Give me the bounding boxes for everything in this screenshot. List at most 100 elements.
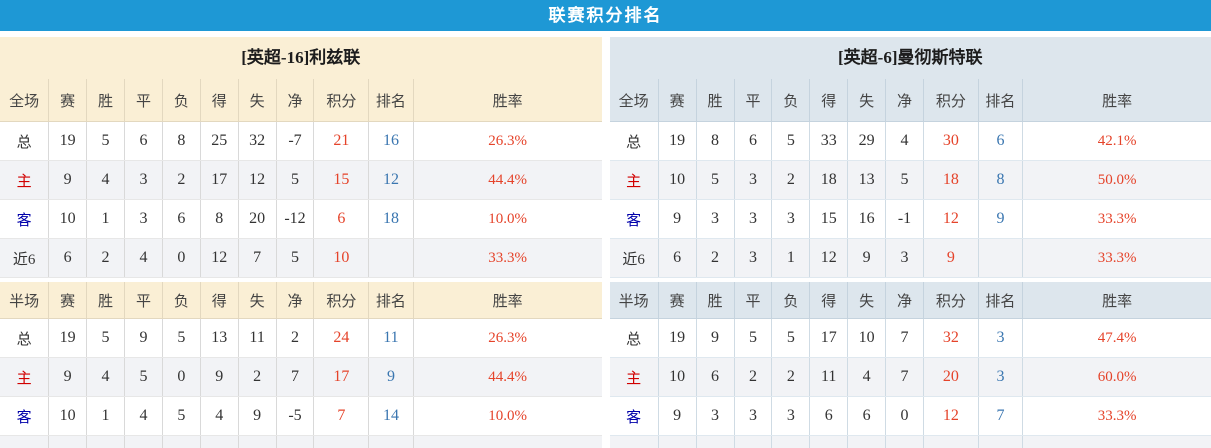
row-label-cell: 总	[0, 318, 50, 358]
stat-cell: 2	[162, 160, 201, 200]
points-cell: 10	[923, 435, 979, 448]
row-label-cell: 总	[609, 318, 659, 358]
stat-cell: 4	[847, 357, 887, 397]
rate-cell: 60.0%	[1022, 357, 1211, 397]
rate-cell: 26.3%	[413, 121, 602, 161]
stat-cell: 7	[885, 357, 924, 397]
rate-cell: 44.4%	[413, 357, 602, 397]
stat-cell: 19	[48, 318, 88, 358]
team-name-header: [英超-16]利兹联	[0, 37, 602, 79]
stat-cell: 1	[86, 199, 125, 239]
stat-cell: 1	[86, 396, 125, 436]
stat-cell: -1	[885, 199, 924, 239]
stat-cell: 4	[200, 435, 239, 448]
rate-cell: 33.3%	[413, 238, 602, 278]
rank-cell: 3	[978, 318, 1024, 358]
rate-cell: 47.4%	[1022, 318, 1211, 358]
row-label-cell: 总	[609, 121, 659, 161]
stat-cell: 4	[124, 238, 163, 278]
stat-cell: 2	[885, 435, 924, 448]
scope-header-cell: 半场	[609, 282, 659, 319]
column-header-cell: 得	[809, 79, 849, 122]
column-header-row: 全场赛胜平负得失净积分 排名 胜率	[609, 79, 1211, 122]
rank-cell	[978, 435, 1024, 448]
rate-cell: 33.3%	[1022, 435, 1211, 448]
column-header-cell: 得	[200, 282, 239, 319]
stat-cell: 2	[86, 238, 125, 278]
stat-cell: 1	[771, 238, 811, 278]
rate-cell: 33.3%	[1022, 238, 1211, 278]
stat-cell: 29	[847, 121, 887, 161]
stat-cell: 3	[734, 238, 773, 278]
stat-cell: 3	[276, 435, 315, 448]
tables-container: [英超-16]利兹联 全场赛胜平负得失净积分 排名 胜率总 19 5 6 8 25 32 -7 21…	[0, 31, 1211, 448]
column-header-cell: 胜	[696, 282, 735, 319]
stat-cell: 11	[809, 357, 849, 397]
stat-cell: -7	[276, 121, 315, 161]
points-cell: 9	[923, 238, 979, 278]
stat-cell: 3	[734, 199, 773, 239]
stat-cell: 6	[48, 435, 88, 448]
stat-cell: 3	[124, 160, 163, 200]
stat-cell: 2	[734, 357, 773, 397]
stat-cell: 9	[238, 396, 277, 436]
rank-cell: 12	[368, 160, 414, 200]
row-label-cell: 主	[609, 160, 659, 200]
stat-cell: 11	[238, 318, 277, 358]
stat-cell: 2	[696, 435, 735, 448]
team-table-right: [英超-6]曼彻斯特联 全场赛胜平负得失净积分 排名 胜率总 19 8 6 5 33 29 4 30…	[609, 37, 1211, 448]
points-cell: 7	[313, 396, 370, 436]
column-header-cell: 赛	[658, 282, 697, 319]
points-cell: 15	[313, 160, 370, 200]
row-label-cell: 近6	[0, 238, 50, 278]
points-cell: 6	[313, 199, 370, 239]
stat-cell: 9	[658, 199, 697, 239]
stat-cell: 5	[276, 238, 315, 278]
points-cell: 21	[313, 121, 370, 161]
row-label-cell: 客	[609, 396, 659, 436]
column-header-cell: 胜率	[413, 79, 602, 122]
column-header-cell: 胜	[86, 79, 125, 122]
rate-cell: 33.3%	[413, 435, 602, 448]
stat-cell: 6	[809, 435, 849, 448]
column-header-cell: 净	[885, 282, 924, 319]
stat-cell: -12	[276, 199, 315, 239]
rank-cell: 7	[978, 396, 1024, 436]
stat-cell: 5	[276, 160, 315, 200]
stats-row: 近66231413933.3%	[0, 435, 602, 448]
stat-cell: 3	[734, 396, 773, 436]
column-header-cell: 积分	[923, 282, 979, 319]
scope-header-cell: 全场	[609, 79, 659, 122]
section-gap	[609, 277, 1211, 282]
stat-cell: 4	[200, 396, 239, 436]
stat-cell: 5	[124, 357, 163, 397]
stat-cell: 16	[847, 199, 887, 239]
stat-cell: 12	[238, 160, 277, 200]
stat-cell: 3	[124, 199, 163, 239]
rate-cell: 10.0%	[413, 396, 602, 436]
rate-cell: 33.3%	[1022, 396, 1211, 436]
stat-cell: 6	[48, 238, 88, 278]
stats-row: 总 19 9 5 5 17 10 7 32 3 47.4%	[609, 318, 1211, 358]
stat-cell: 5	[885, 160, 924, 200]
column-header-cell: 平	[734, 282, 773, 319]
column-header-cell: 失	[847, 79, 887, 122]
column-header-row: 半场赛胜平负得失净积分 排名 胜率	[609, 282, 1211, 319]
stat-cell: 10	[847, 318, 887, 358]
stat-cell: -5	[276, 396, 315, 436]
stat-cell: 6	[162, 199, 201, 239]
stat-cell: 5	[162, 396, 201, 436]
stats-row: 近6 6 2 4 0 12 7 5 10 33.3%	[0, 238, 602, 278]
column-header-cell: 赛	[48, 79, 88, 122]
stat-cell: 3	[124, 435, 163, 448]
stat-cell: 13	[200, 318, 239, 358]
stat-cell: 33	[809, 121, 849, 161]
stat-cell: 6	[658, 238, 697, 278]
rank-cell: 16	[368, 121, 414, 161]
column-header-cell: 平	[124, 282, 163, 319]
stats-row: 总 19 5 9 5 13 11 2 24 11 26.3%	[0, 318, 602, 358]
stat-cell: 7	[276, 357, 315, 397]
column-header-cell: 净	[885, 79, 924, 122]
stat-cell: 7	[885, 318, 924, 358]
stat-cell: 2	[771, 160, 811, 200]
